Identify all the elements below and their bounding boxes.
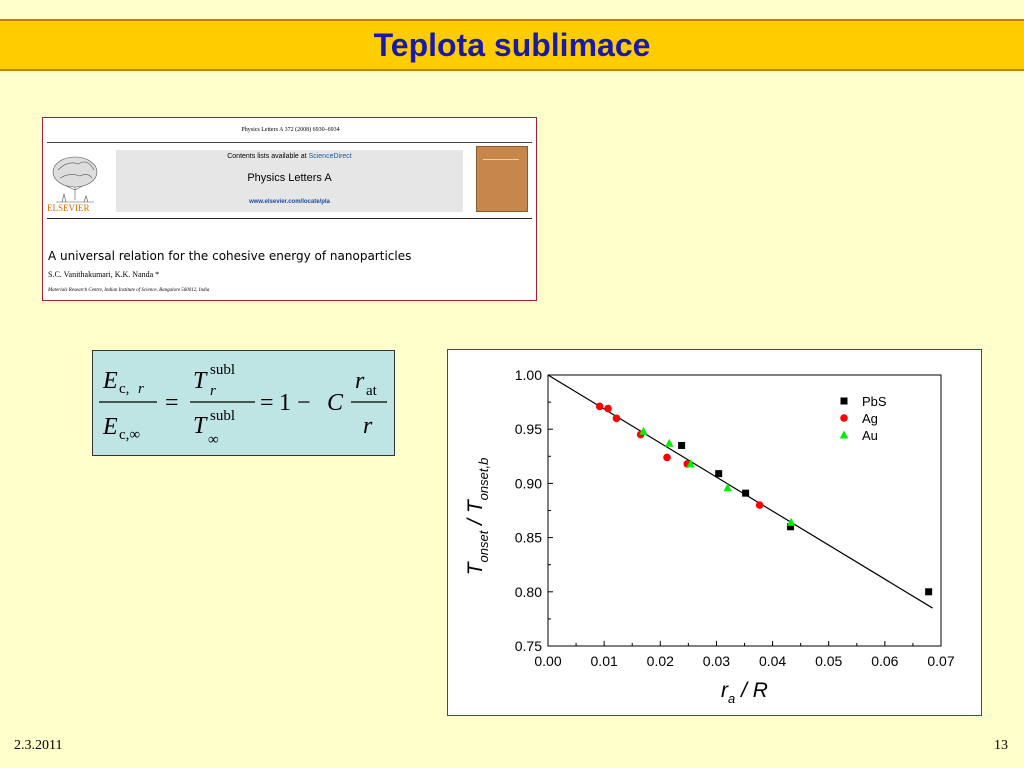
scatter-chart: 0.00 0.01 0.02 0.03 0.04 0.05 0.06 0.07 0.75 0.80…: [464, 367, 955, 706]
x-tick-label: 0.06: [871, 653, 898, 669]
journal-name: Physics Letters A: [247, 172, 332, 184]
y-tick-label: 1.00: [515, 367, 542, 383]
y-tick-label: 0.75: [515, 638, 542, 654]
one-minus: 1 −: [279, 390, 311, 416]
equation-box: E c, r E c,∞ = T subl r T subl ∞ = 1 − C…: [92, 350, 395, 456]
data-point-pbs: [925, 588, 933, 596]
denominator-e: E: [102, 414, 118, 440]
data-point-au: [639, 426, 648, 435]
points-layer: [595, 402, 933, 596]
data-point-au: [686, 459, 695, 468]
legend-marker-au: [839, 430, 849, 439]
data-point-pbs: [715, 470, 723, 478]
legend-marker-ag: [840, 414, 848, 422]
denominator-t: T: [193, 413, 208, 439]
x-tick-label: 0.01: [591, 653, 618, 669]
data-point-ag: [755, 501, 764, 509]
numerator-e-subscript: c,: [119, 381, 129, 397]
legend-label-ag: Ag: [862, 411, 878, 426]
cover-decoration: [483, 159, 519, 160]
y-tick-label: 0.95: [515, 421, 542, 437]
journal-cover-thumbnail: [476, 146, 528, 212]
x-tick-label: 0.02: [647, 653, 674, 669]
constant-c: C: [327, 390, 344, 416]
numerator-t-superscript: subl: [210, 362, 235, 378]
divider: [47, 142, 532, 143]
slide-page-number: 13: [994, 738, 1008, 753]
denominator-e-subscript: c,∞: [119, 427, 140, 443]
numerator-r-subscript: at: [366, 383, 378, 399]
cohesive-energy-equation: E c, r E c,∞ = T subl r T subl ∞ = 1 − C…: [99, 362, 387, 448]
slide-title-bar: Teplota sublimace: [0, 19, 1024, 71]
data-point-au: [665, 438, 674, 447]
elsevier-logo-text: ELSEVIER: [47, 203, 90, 213]
paper-title: A universal relation for the cohesive en…: [48, 249, 412, 263]
x-tick-label: 0.07: [927, 653, 954, 669]
journal-url: www.elsevier.com/locate/pla: [249, 199, 330, 205]
denominator-r: r: [363, 413, 373, 439]
slide-date: 2.3.2011: [14, 738, 63, 753]
numerator-e-subscript-r: r: [138, 381, 144, 397]
y-axis-label-subscript: onset: [476, 529, 491, 562]
x-axis-label-subscript: a: [728, 691, 735, 706]
data-point-au: [786, 517, 796, 526]
x-tick-label: 0.03: [703, 653, 730, 669]
equals-sign-2: =: [260, 390, 274, 416]
numerator-e: E: [102, 368, 118, 394]
data-point-pbs: [742, 489, 750, 497]
data-point-ag: [604, 404, 612, 413]
y-tick-label: 0.90: [515, 475, 542, 491]
slide-title: Teplota sublimace: [373, 26, 651, 63]
numerator-t-subscript: r: [210, 383, 216, 399]
paper-affiliation: Materials Research Centre, Indian Instit…: [48, 288, 210, 293]
numerator-t: T: [193, 368, 208, 394]
sciencedirect-link: ScienceDirect: [308, 153, 352, 160]
x-axis-label-rest: / R: [735, 679, 768, 702]
data-point-ag: [663, 453, 671, 462]
x-tick-label: 0.05: [815, 653, 842, 669]
numerator-r: r: [355, 368, 365, 394]
data-point-pbs: [787, 523, 795, 531]
plot-border: [547, 374, 942, 647]
fit-layer: [547, 374, 933, 609]
y-tick-label: 0.85: [515, 530, 542, 546]
legend-marker-pbs: [840, 397, 848, 405]
contents-prefix: Contents lists available at: [227, 153, 309, 160]
data-point-pbs: [678, 441, 686, 449]
y-axis-label: Tonset / Tonset,b: [464, 458, 491, 576]
y-axis-label-part: / T: [464, 498, 487, 531]
legend: PbS Ag Au: [839, 394, 887, 443]
paper-authors: S.C. Vanithakumari, K.K. Nanda *: [48, 270, 160, 279]
data-point-ag: [612, 414, 621, 423]
equals-sign-1: =: [165, 390, 179, 416]
divider: [47, 218, 532, 219]
paper-header-image: Physics Letters A 372 (2008) 6930–6934 E…: [42, 117, 537, 301]
denominator-t-subscript: ∞: [208, 432, 219, 448]
journal-citation: Physics Letters A 372 (2008) 6930–6934: [241, 127, 340, 133]
elsevier-tree-icon: [48, 150, 103, 212]
x-tick-label: 0.00: [534, 653, 561, 669]
x-tick-label: 0.04: [759, 653, 786, 669]
legend-label-pbs: PbS: [862, 394, 887, 409]
y-axis-label-subscript: onset,b: [476, 458, 491, 501]
fit-line: [547, 374, 933, 609]
axes-layer: 0.00 0.01 0.02 0.03 0.04 0.05 0.06 0.07 0.75 0.80…: [515, 367, 955, 669]
journal-header-band: Contents lists available at ScienceDirec…: [116, 150, 463, 212]
legend-label-au: Au: [862, 428, 878, 443]
data-point-ag: [595, 402, 604, 411]
y-tick-label: 0.80: [515, 584, 542, 600]
x-axis-label: ra / R: [721, 679, 768, 706]
contents-line: Contents lists available at ScienceDirec…: [116, 153, 463, 160]
axis-labels: ra / R Tonset / Tonset,b: [464, 458, 768, 706]
denominator-t-superscript: subl: [210, 408, 235, 424]
chart-frame: 0.00 0.01 0.02 0.03 0.04 0.05 0.06 0.07 0.75 0.80…: [447, 349, 982, 716]
data-point-au: [723, 483, 732, 492]
y-axis-label-part: T: [464, 560, 487, 575]
